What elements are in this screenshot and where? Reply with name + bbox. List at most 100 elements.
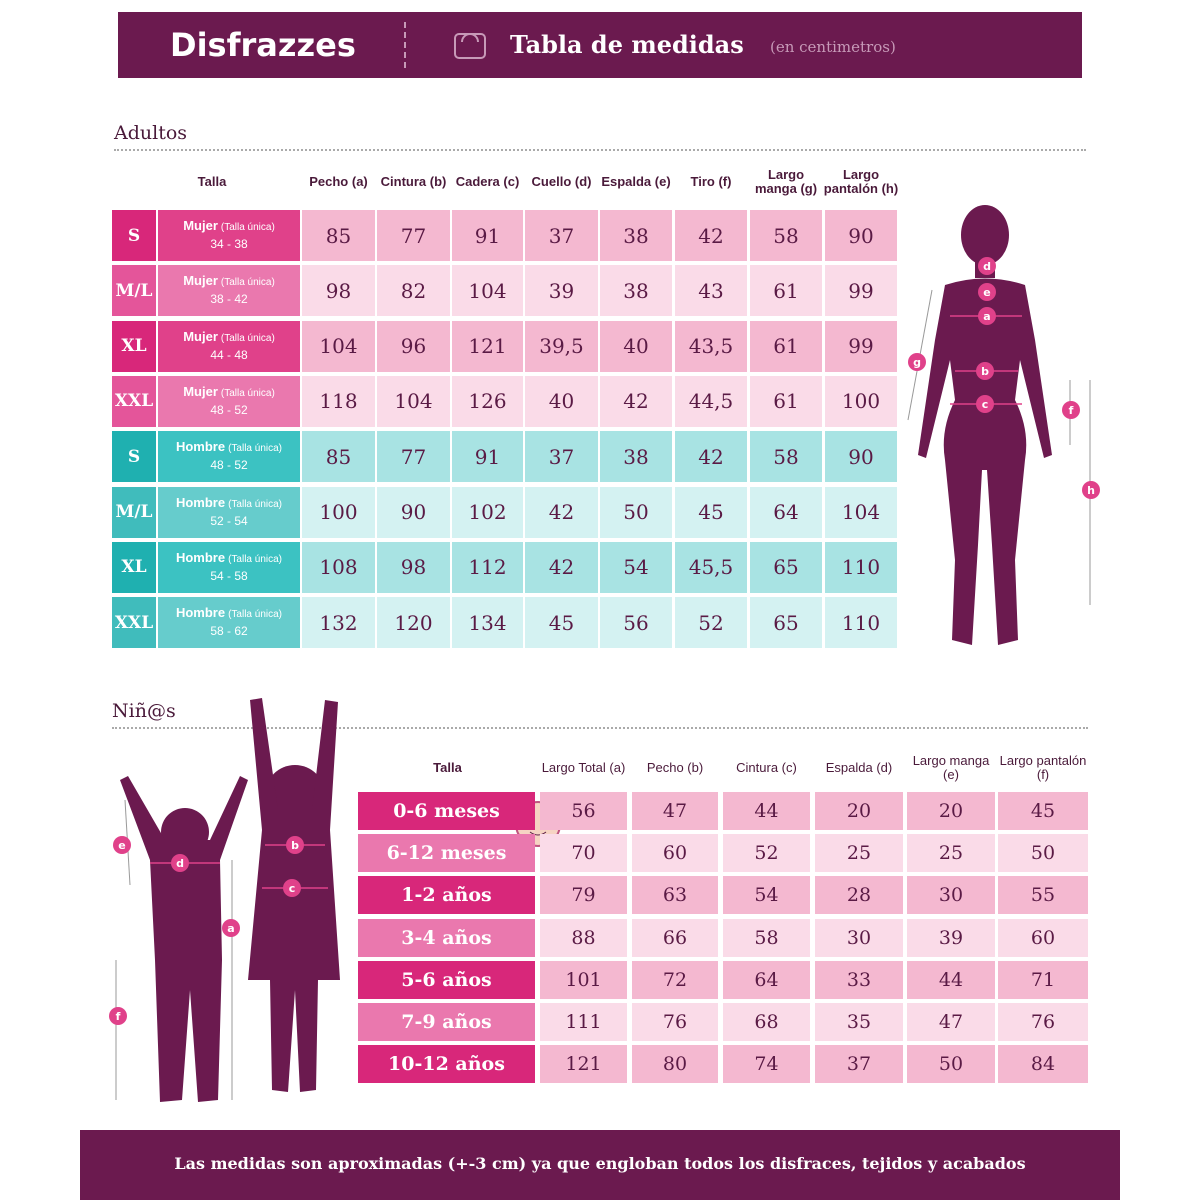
- measure-cell: 61: [750, 320, 822, 372]
- measure-cell: 45: [525, 597, 598, 649]
- measure-cell: 64: [723, 960, 810, 999]
- measure-cell: 60: [632, 834, 718, 873]
- marker: g: [908, 353, 926, 371]
- marker: c: [283, 879, 301, 897]
- measure-cell: 120: [377, 597, 450, 649]
- size-cell: 10-12 años: [358, 1045, 535, 1084]
- size-cell: XL: [112, 320, 156, 372]
- measure-cell: 50: [907, 1045, 995, 1084]
- size-cell: M/L: [112, 486, 156, 538]
- measure-cell: 37: [525, 431, 598, 483]
- group-note: (Talla única): [228, 498, 283, 510]
- measure-cell: 104: [452, 265, 523, 317]
- measure-cell: 108: [302, 541, 375, 593]
- measure-cell: 80: [632, 1045, 718, 1084]
- measure-cell: 25: [907, 834, 995, 873]
- measure-cell: 76: [632, 1003, 718, 1041]
- measure-cell: 104: [302, 320, 375, 372]
- measure-cell: 42: [525, 541, 598, 593]
- measure-cell: 65: [750, 541, 822, 593]
- size-cell: S: [112, 210, 156, 261]
- measure-cell: 65: [750, 597, 822, 649]
- column-header: Cintura (b): [380, 174, 447, 189]
- group-cell: Mujer (Talla única) 34 - 38: [158, 210, 300, 261]
- group-line: Hombre (Talla única): [158, 605, 300, 623]
- measure-cell: 30: [907, 876, 995, 915]
- size-cell: 6-12 meses: [358, 834, 535, 873]
- measure-cell: 77: [377, 431, 450, 483]
- measure-cell: 111: [540, 1003, 627, 1041]
- measure-cell: 99: [825, 265, 897, 317]
- measure-cell: 61: [750, 375, 822, 427]
- group-cell: Hombre (Talla única) 58 - 62: [158, 597, 300, 649]
- size-range: 48 - 52: [210, 458, 248, 473]
- column-header: Largo pantalón (f): [999, 753, 1087, 782]
- size-range: 44 - 48: [210, 347, 248, 362]
- measure-cell: 43: [675, 265, 747, 317]
- measure-cell: 30: [815, 918, 903, 957]
- marker: e: [978, 283, 996, 301]
- group-line: Hombre (Talla única): [158, 495, 300, 513]
- measure-cell: 38: [600, 265, 672, 317]
- measure-cell: 85: [302, 431, 375, 483]
- measure-cell: 74: [723, 1045, 810, 1084]
- measure-cell: 44: [723, 792, 810, 830]
- measure-cell: 39: [525, 265, 598, 317]
- measure-cell: 88: [540, 918, 627, 957]
- marker: f: [1062, 401, 1080, 419]
- size-cell: XXL: [112, 597, 156, 649]
- group: Hombre: [175, 549, 226, 565]
- size-range: 48 - 52: [210, 402, 248, 417]
- marker: d: [171, 854, 189, 872]
- group-note: (Talla única): [220, 222, 275, 233]
- measure-cell: 42: [600, 375, 672, 427]
- measure-cell: 58: [723, 918, 810, 957]
- measure-cell: 90: [825, 210, 897, 261]
- measure-cell: 37: [815, 1045, 903, 1084]
- measure-cell: 112: [452, 541, 523, 593]
- measure-cell: 44,5: [675, 375, 747, 427]
- measure-cell: 52: [723, 834, 810, 873]
- column-header: Tiro (f): [690, 174, 732, 189]
- group-line: Mujer (Talla única): [158, 329, 300, 347]
- scale-icon: [454, 33, 486, 59]
- size-cell: XXL: [112, 375, 156, 427]
- group-cell: Mujer (Talla única) 44 - 48: [158, 320, 300, 372]
- column-header: Pecho (a): [309, 174, 368, 189]
- column-header: Cuello (d): [531, 174, 592, 189]
- group: Mujer: [183, 218, 218, 233]
- divider: [404, 22, 406, 68]
- group-cell: Hombre (Talla única) 52 - 54: [158, 486, 300, 538]
- size-cell: M/L: [112, 265, 156, 317]
- column-header: Largo pantalón (h): [823, 167, 899, 196]
- measure-cell: 56: [600, 597, 672, 649]
- measure-cell: 58: [750, 431, 822, 483]
- measure-cell: 38: [600, 431, 672, 483]
- column-header: Espalda (d): [825, 760, 893, 775]
- measure-cell: 104: [825, 486, 897, 538]
- measure-cell: 126: [452, 375, 523, 427]
- measure-cell: 71: [998, 960, 1088, 999]
- measure-cell: 20: [815, 792, 903, 830]
- marker: c: [976, 395, 994, 413]
- measure-cell: 39,5: [525, 320, 598, 372]
- measure-cell: 100: [302, 486, 375, 538]
- measure-cell: 54: [723, 876, 810, 915]
- measure-cell: 98: [377, 541, 450, 593]
- column-header: Cadera (c): [455, 174, 520, 189]
- measure-cell: 47: [907, 1003, 995, 1041]
- group-line: Hombre (Talla única): [158, 439, 300, 457]
- measure-cell: 91: [452, 210, 523, 261]
- measure-cell: 98: [302, 265, 375, 317]
- measure-cell: 99: [825, 320, 897, 372]
- measure-cell: 66: [632, 918, 718, 957]
- measure-cell: 47: [632, 792, 718, 830]
- column-header: Espalda (e): [601, 174, 671, 189]
- measure-cell: 84: [998, 1045, 1088, 1084]
- column-header: Largo manga (e): [912, 753, 990, 782]
- measure-cell: 40: [600, 320, 672, 372]
- measure-cell: 121: [540, 1045, 627, 1084]
- marker: a: [978, 307, 996, 325]
- group-note: (Talla única): [228, 443, 283, 455]
